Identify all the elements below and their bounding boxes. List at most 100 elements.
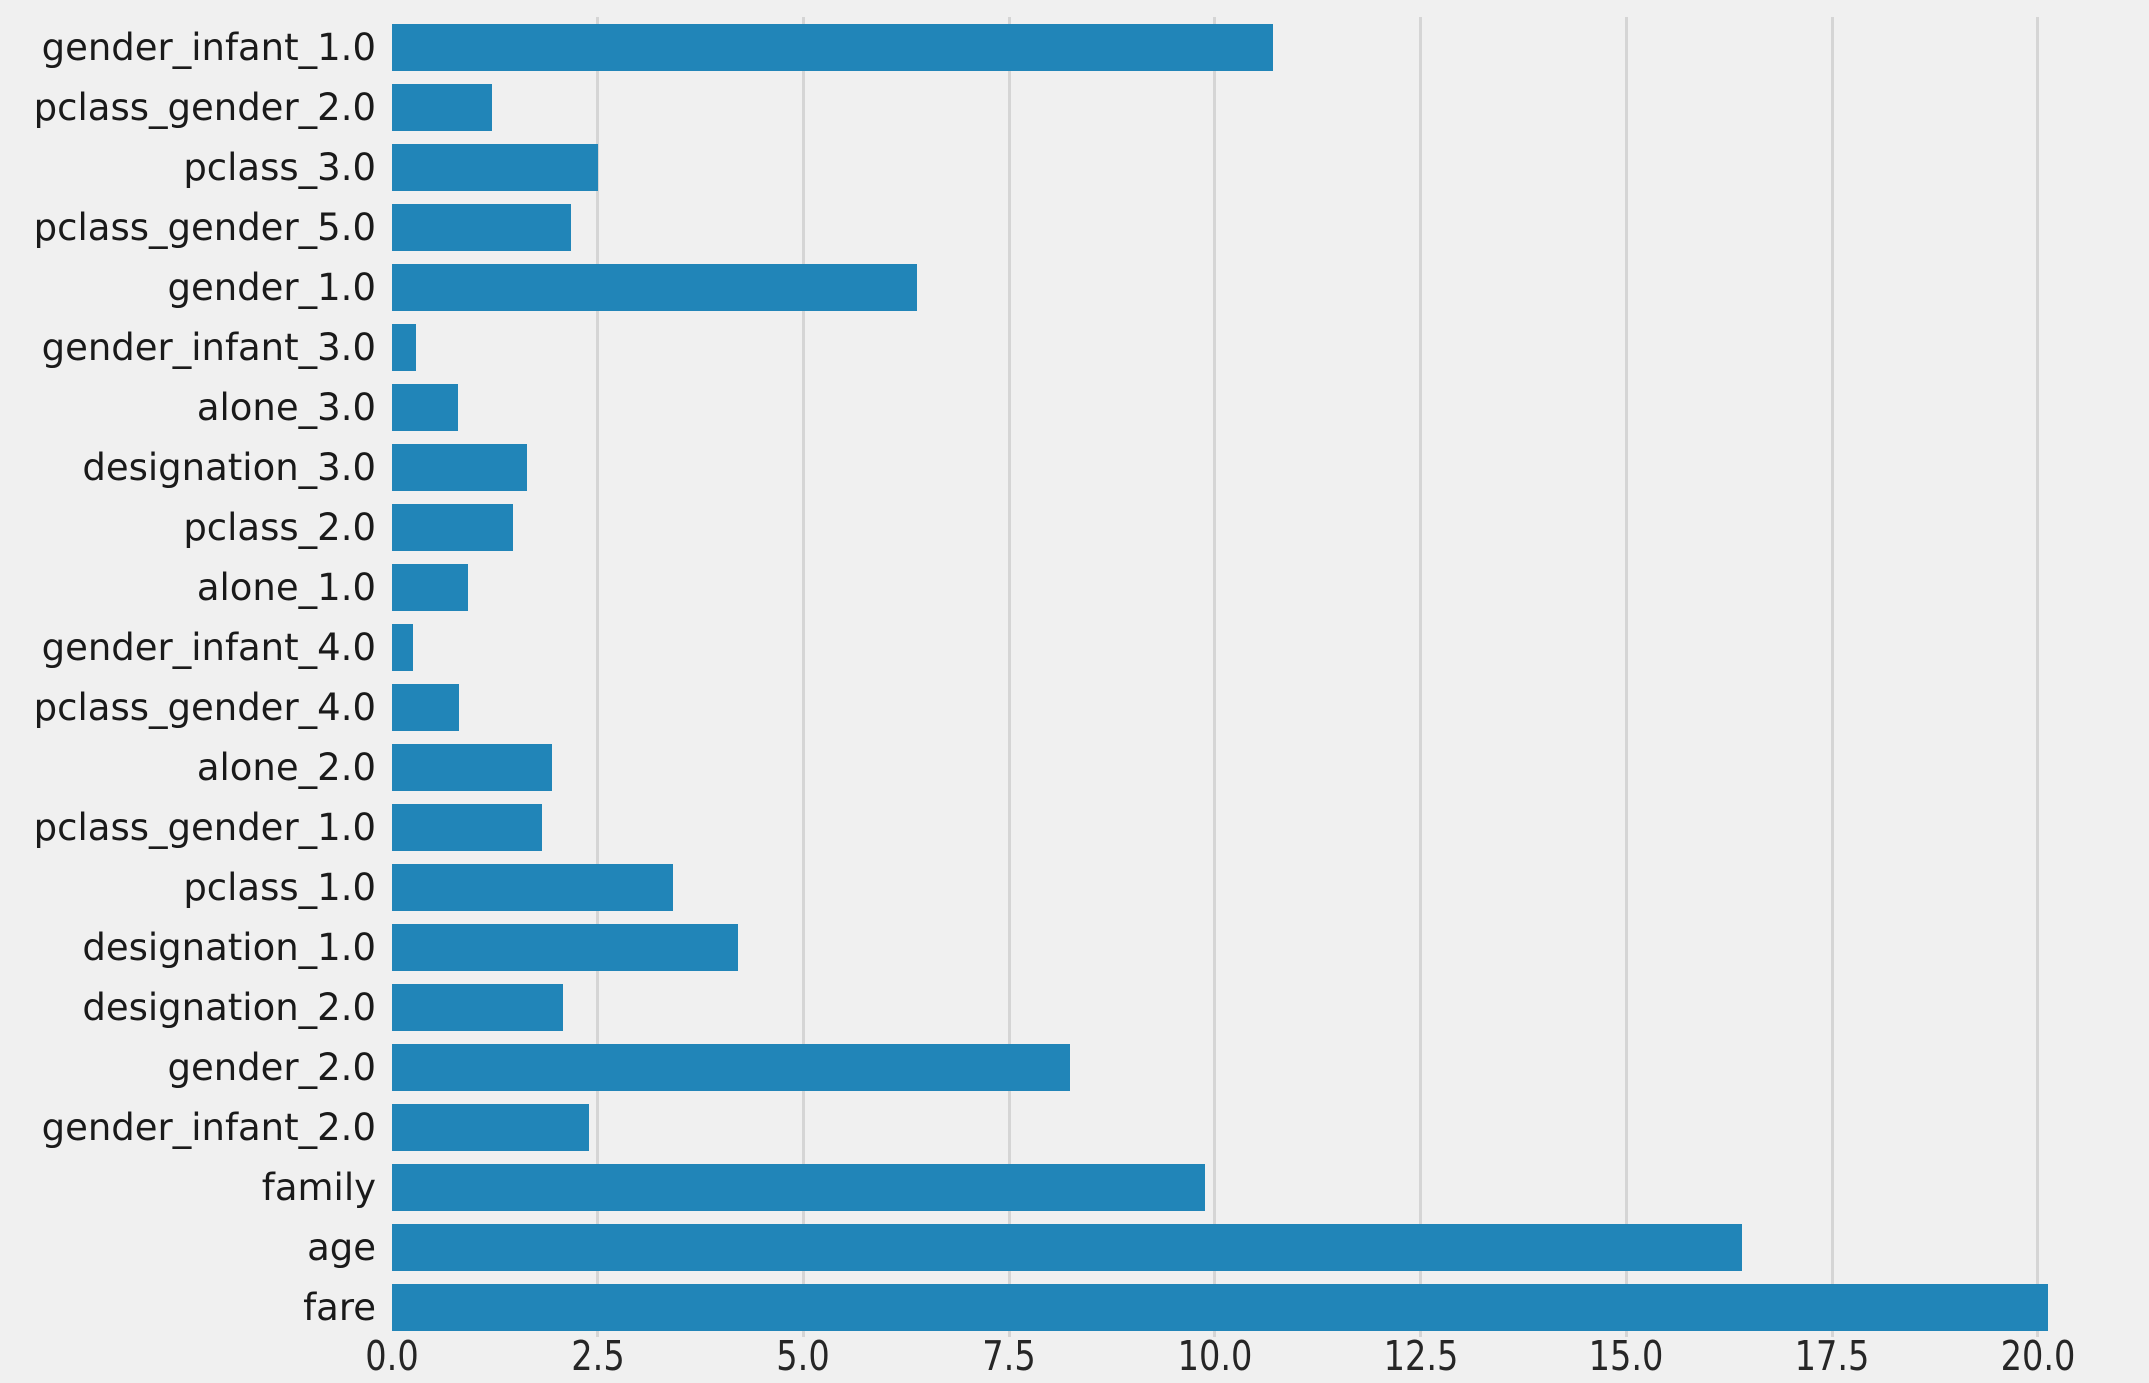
bar <box>392 443 527 491</box>
gridline <box>1624 17 1628 1337</box>
bar-row: pclass_2.0 <box>0 497 2116 557</box>
y-axis-label: gender_infant_3.0 <box>41 325 376 369</box>
gridline <box>1419 17 1423 1337</box>
bar-row: gender_infant_3.0 <box>0 317 2116 377</box>
y-axis-label: pclass_1.0 <box>183 865 376 909</box>
bar-track <box>392 143 2116 191</box>
bar <box>392 563 468 611</box>
bar-row: pclass_gender_1.0 <box>0 797 2116 857</box>
bar-track <box>392 803 2116 851</box>
gridline <box>1213 17 1217 1337</box>
bar <box>392 83 493 131</box>
bar-rows: gender_infant_1.0 pclass_gender_2.0 pcla… <box>0 17 2116 1337</box>
gridlines <box>392 17 2116 1337</box>
bar-track <box>392 623 2116 671</box>
bar <box>392 1283 2048 1331</box>
bar-track <box>392 503 2116 551</box>
x-axis-tick-label: 5.0 <box>776 1332 831 1380</box>
bar-row: pclass_3.0 <box>0 137 2116 197</box>
bar-row: designation_2.0 <box>0 977 2116 1037</box>
y-axis-label: gender_infant_4.0 <box>41 625 376 669</box>
x-axis-tick-labels: 0.0 2.5 5.0 7.5 10.0 12.5 15.0 17.5 20.0 <box>365 1332 2116 1383</box>
bar-row: fare <box>0 1277 2116 1337</box>
bar <box>392 803 542 851</box>
y-axis-label: pclass_gender_5.0 <box>33 205 376 249</box>
bar <box>392 263 918 311</box>
y-axis-label: gender_infant_1.0 <box>41 25 376 69</box>
bar-row: gender_infant_2.0 <box>0 1097 2116 1157</box>
y-axis-label: designation_1.0 <box>82 925 376 969</box>
bar-track <box>392 1043 2116 1091</box>
bar <box>392 383 458 431</box>
gridline <box>2036 17 2040 1337</box>
bar-row: gender_infant_4.0 <box>0 617 2116 677</box>
x-axis-tick-label: 2.5 <box>570 1332 625 1380</box>
gridline <box>1007 17 1011 1337</box>
bar-row: pclass_gender_5.0 <box>0 197 2116 257</box>
bar-track <box>392 683 2116 731</box>
bar-row: designation_1.0 <box>0 917 2116 977</box>
bar-track <box>392 863 2116 911</box>
bar-track <box>392 263 2116 311</box>
bar-row: age <box>0 1217 2116 1277</box>
y-axis-label: alone_3.0 <box>196 385 376 429</box>
bar-track <box>392 743 2116 791</box>
bar-track <box>392 923 2116 971</box>
y-axis-label: pclass_3.0 <box>183 145 376 189</box>
bar <box>392 983 564 1031</box>
bar-row: designation_3.0 <box>0 437 2116 497</box>
y-axis-label: pclass_gender_4.0 <box>33 685 376 729</box>
bar-track <box>392 443 2116 491</box>
y-axis-label: gender_1.0 <box>167 265 376 309</box>
x-axis-tick-label: 17.5 <box>1794 1332 1870 1380</box>
x-axis-tick-label: 10.0 <box>1177 1332 1253 1380</box>
bar <box>392 1043 1071 1091</box>
bar <box>392 23 1274 71</box>
y-axis-label: age <box>307 1225 376 1269</box>
bar <box>392 1163 1206 1211</box>
x-axis-tick-label: 7.5 <box>982 1332 1036 1380</box>
bar-track <box>392 383 2116 431</box>
bar-row: alone_1.0 <box>0 557 2116 617</box>
y-axis-label: fare <box>303 1285 376 1329</box>
x-axis-tick-label: 12.5 <box>1383 1332 1459 1380</box>
gridline <box>596 17 600 1337</box>
bar <box>392 143 598 191</box>
bar <box>392 863 674 911</box>
y-axis-label: alone_1.0 <box>196 565 376 609</box>
bar <box>392 623 414 671</box>
bar-row: gender_2.0 <box>0 1037 2116 1097</box>
bar-track <box>392 323 2116 371</box>
y-axis-label: pclass_2.0 <box>183 505 376 549</box>
y-axis-label: designation_2.0 <box>82 985 376 1029</box>
bar <box>392 1223 1742 1271</box>
bar <box>392 503 513 551</box>
bar-track <box>392 983 2116 1031</box>
gridline <box>801 17 805 1337</box>
y-axis-label: alone_2.0 <box>196 745 376 789</box>
y-axis-label: gender_infant_2.0 <box>41 1105 376 1149</box>
y-axis-label: family <box>261 1165 376 1209</box>
bar-track <box>392 23 2116 71</box>
bar-row: family <box>0 1157 2116 1217</box>
y-axis-label: designation_3.0 <box>82 445 376 489</box>
gridline <box>1830 17 1834 1337</box>
bar-track <box>392 1283 2116 1331</box>
bar <box>392 923 738 971</box>
bar <box>392 323 416 371</box>
bar-row: alone_2.0 <box>0 737 2116 797</box>
bar-row: pclass_gender_4.0 <box>0 677 2116 737</box>
y-axis-label: pclass_gender_2.0 <box>33 85 376 129</box>
bar-track <box>392 563 2116 611</box>
y-axis-label: gender_2.0 <box>167 1045 376 1089</box>
bar-track <box>392 83 2116 131</box>
bar <box>392 203 572 251</box>
bar <box>392 743 552 791</box>
bar-row: gender_infant_1.0 <box>0 17 2116 77</box>
bar-row: alone_3.0 <box>0 377 2116 437</box>
bar-track <box>392 1223 2116 1271</box>
bar-row: pclass_1.0 <box>0 857 2116 917</box>
x-axis-tick-label: 15.0 <box>1588 1332 1664 1380</box>
x-axis-tick-label: 20.0 <box>2000 1332 2076 1380</box>
